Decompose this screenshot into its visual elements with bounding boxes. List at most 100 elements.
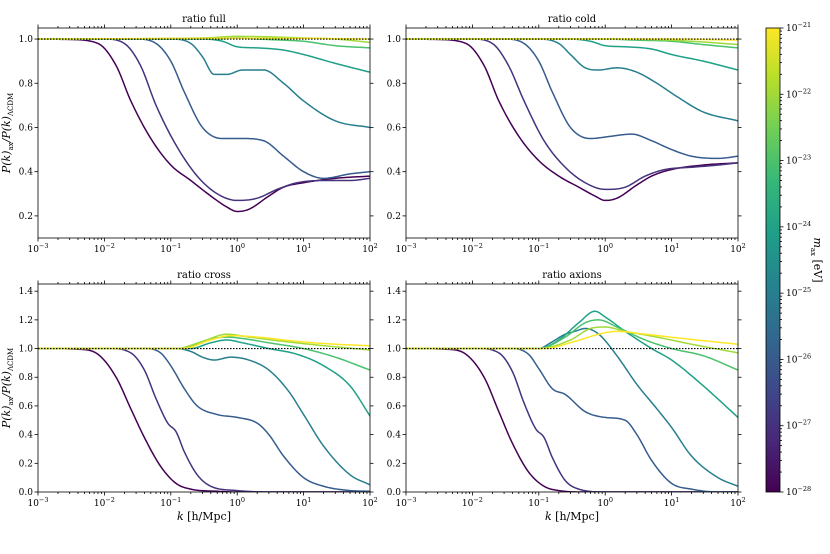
y-tick-label: 0.2 bbox=[19, 212, 33, 222]
panel-title: ratio cold bbox=[548, 14, 597, 25]
panel-title: ratio axions bbox=[542, 270, 602, 281]
y-tick-label: 0.8 bbox=[387, 79, 402, 89]
y-tick-label: 1.0 bbox=[19, 345, 34, 355]
axes-frame bbox=[405, 27, 739, 239]
colorbar-tick-label: 10−21 bbox=[786, 21, 811, 34]
series-line-1e-28-eV bbox=[38, 347, 370, 492]
x-tick-label: 100 bbox=[597, 242, 613, 255]
x-tick-label: 100 bbox=[597, 496, 613, 509]
x-tick-label: 101 bbox=[664, 242, 680, 255]
y-tick-label: 0.6 bbox=[387, 123, 402, 133]
x-axis-label: k [h/Mpc] bbox=[545, 510, 599, 523]
x-tick-label: 10−3 bbox=[27, 242, 48, 255]
x-tick-label: 10−3 bbox=[395, 242, 416, 255]
panel-ratio-axions: ratio axions 10−3 10−2 10−1 100 101 102 0.0 0.2 0… bbox=[387, 270, 746, 523]
x-tick-label: 102 bbox=[730, 242, 746, 255]
series-line-1e-28-eV bbox=[406, 347, 738, 492]
y-tick-label: 0.8 bbox=[19, 79, 34, 89]
axes-frame bbox=[405, 283, 739, 493]
series-line-3e-27-eV bbox=[406, 327, 738, 488]
x-tick-label: 10−2 bbox=[462, 242, 483, 255]
series-line-3e-28-eV bbox=[38, 38, 370, 202]
y-tick-label: 0.4 bbox=[19, 168, 34, 178]
series-line-1e-28-eV bbox=[38, 38, 370, 213]
y-tick-label: 0.6 bbox=[19, 402, 34, 412]
y-tick-label: 0.6 bbox=[387, 402, 402, 412]
y-tick-label: 1.2 bbox=[19, 316, 33, 326]
x-tick-label: 102 bbox=[730, 496, 746, 509]
panel-title: ratio cross bbox=[177, 270, 231, 281]
series-line-3e-27-eV bbox=[38, 347, 370, 486]
x-tick-label: 100 bbox=[229, 242, 245, 255]
y-axis-label: P(k)ax/P(k)ΛCDM bbox=[0, 93, 15, 174]
colorbar-tick-label: 10−23 bbox=[786, 154, 811, 167]
y-tick-label: 0.0 bbox=[387, 488, 402, 498]
x-tick-label: 10−1 bbox=[160, 242, 181, 255]
colorbar-label: max [eV] bbox=[809, 237, 824, 282]
y-tick-label: 0.4 bbox=[19, 431, 34, 441]
axes-frame bbox=[37, 283, 371, 493]
colorbar-frame bbox=[765, 27, 781, 493]
y-tick-label: 0.8 bbox=[387, 373, 402, 383]
colorbar-tick-label: 10−28 bbox=[786, 485, 811, 498]
series-line-1e-27-eV bbox=[406, 38, 738, 160]
curves bbox=[406, 38, 738, 202]
curves bbox=[38, 333, 370, 492]
colorbar-tick-label: 10−24 bbox=[786, 220, 811, 233]
y-tick-label: 1.0 bbox=[387, 35, 402, 45]
y-axis-label: P(k)ax/P(k)ΛCDM bbox=[0, 348, 15, 429]
colorbar-tick-label: 10−22 bbox=[786, 87, 811, 100]
y-tick-label: 0.2 bbox=[387, 459, 401, 469]
x-tick-label: 102 bbox=[362, 496, 378, 509]
y-tick-label: 0.4 bbox=[387, 431, 402, 441]
x-tick-label: 10−2 bbox=[462, 496, 483, 509]
x-tick-label: 10−3 bbox=[395, 496, 416, 509]
series-line-1e-28-eV bbox=[406, 38, 738, 202]
series-line-3e-27-eV bbox=[406, 38, 738, 122]
y-tick-label: 1.4 bbox=[387, 287, 402, 297]
series-line-3e-27-eV bbox=[38, 38, 370, 129]
y-tick-label: 0.4 bbox=[387, 168, 402, 178]
colorbar: 10−21 10−22 10−23 10−24 10−25 10−26 10−27 10−28… bbox=[765, 21, 824, 498]
series-line-3e-28-eV bbox=[406, 347, 738, 492]
y-tick-label: 0.2 bbox=[387, 212, 401, 222]
x-tick-label: 10−1 bbox=[528, 242, 549, 255]
x-tick-label: 10−2 bbox=[94, 242, 115, 255]
series-line-1e-25-eV bbox=[406, 326, 738, 354]
panel-ratio-cold: ratio cold 10−3 10−2 10−1 100 101 102 0.2 0.4 0.6… bbox=[387, 14, 746, 255]
x-tick-label: 101 bbox=[296, 496, 312, 509]
x-tick-label: 101 bbox=[664, 496, 680, 509]
x-tick-label: 101 bbox=[296, 242, 312, 255]
series-line-3e-28-eV bbox=[38, 347, 370, 492]
y-tick-label: 1.0 bbox=[387, 345, 402, 355]
y-tick-label: 0.0 bbox=[19, 488, 34, 498]
curves bbox=[38, 35, 370, 213]
x-axis-label: k [h/Mpc] bbox=[177, 510, 231, 523]
y-tick-label: 1.2 bbox=[387, 316, 401, 326]
colorbar-tick-label: 10−25 bbox=[786, 286, 811, 299]
y-tick-label: 1.0 bbox=[19, 35, 34, 45]
x-tick-label: 10−3 bbox=[27, 496, 48, 509]
series-line-3e-28-eV bbox=[406, 38, 738, 191]
series-line-1e-27-eV bbox=[38, 347, 370, 492]
series-line-1e-24-eV bbox=[406, 330, 738, 350]
y-tick-label: 1.4 bbox=[19, 287, 34, 297]
x-tick-label: 10−2 bbox=[94, 496, 115, 509]
colorbar-tick-label: 10−26 bbox=[786, 352, 811, 365]
colorbar-tick-label: 10−27 bbox=[786, 419, 811, 432]
series-line-1e-27-eV bbox=[406, 347, 738, 492]
series-line-1e-24-eV bbox=[406, 38, 738, 41]
curves bbox=[406, 310, 738, 492]
series-line-1e-26-eV bbox=[38, 339, 370, 417]
series-line-1e-27-eV bbox=[38, 38, 370, 180]
series-line-1e-26-eV bbox=[406, 310, 738, 419]
series-line-1e-26-eV bbox=[406, 38, 738, 71]
axes-frame bbox=[37, 27, 371, 239]
x-tick-label: 102 bbox=[362, 242, 378, 255]
y-tick-label: 0.6 bbox=[19, 123, 34, 133]
series-line-3e-26-eV bbox=[406, 319, 738, 371]
x-tick-label: 10−1 bbox=[528, 496, 549, 509]
panel-ratio-full: ratio full 10−3 10−2 10−1 100 101 102 0.2 0.4 0.6… bbox=[0, 14, 378, 255]
x-tick-label: 100 bbox=[229, 496, 245, 509]
y-tick-label: 0.8 bbox=[19, 373, 34, 383]
